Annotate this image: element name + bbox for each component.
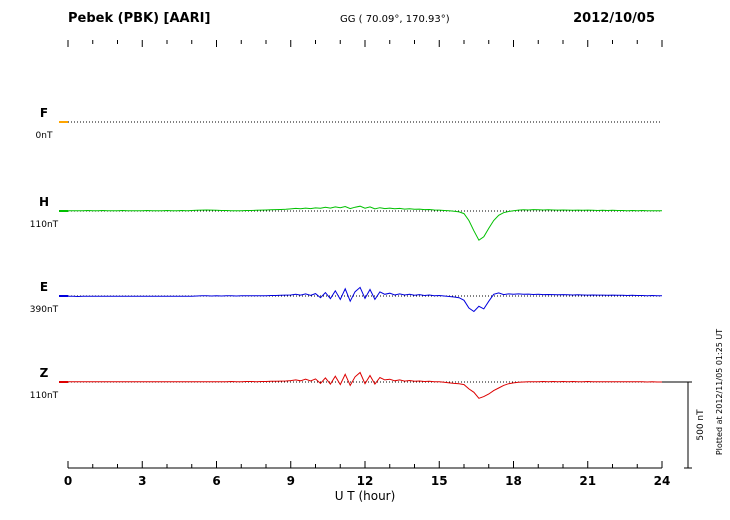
offset-label-F: 0nT	[36, 131, 53, 141]
plot-date: 2012/10/05	[573, 11, 655, 26]
x-tick-label: 24	[654, 474, 671, 488]
component-label-F: F	[40, 106, 48, 120]
x-tick-label: 12	[357, 474, 374, 488]
x-tick-label: 18	[505, 474, 522, 488]
component-label-E: E	[40, 280, 48, 294]
plotted-at-footnote: Plotted at 2012/11/05 01:25 UT	[715, 329, 724, 455]
component-label-Z: Z	[40, 366, 49, 380]
scale-bar-label: 500 nT	[696, 409, 706, 441]
plot-lines-layer: 0 3 6 9 12 15 18 21 24	[59, 40, 692, 488]
x-tick-label: 15	[431, 474, 448, 488]
component-label-H: H	[39, 195, 49, 209]
trace-Z	[68, 371, 662, 399]
station-title: Pebek (PBK) [AARI]	[68, 11, 210, 26]
x-tick-label: 9	[287, 474, 295, 488]
x-tick-label: 3	[138, 474, 146, 488]
x-tick-label: 21	[579, 474, 596, 488]
x-tick-label: 6	[212, 474, 220, 488]
geographic-coordinates: GG ( 70.09°, 170.93°)	[340, 14, 450, 25]
x-axis-label: U T (hour)	[335, 489, 396, 503]
x-tick-label: 0	[64, 474, 72, 488]
trace-E	[68, 286, 662, 313]
trace-H	[68, 205, 662, 241]
offset-label-H: 110nT	[30, 220, 59, 230]
offset-label-E: 390nT	[30, 305, 59, 315]
offset-label-Z: 110nT	[30, 391, 59, 401]
